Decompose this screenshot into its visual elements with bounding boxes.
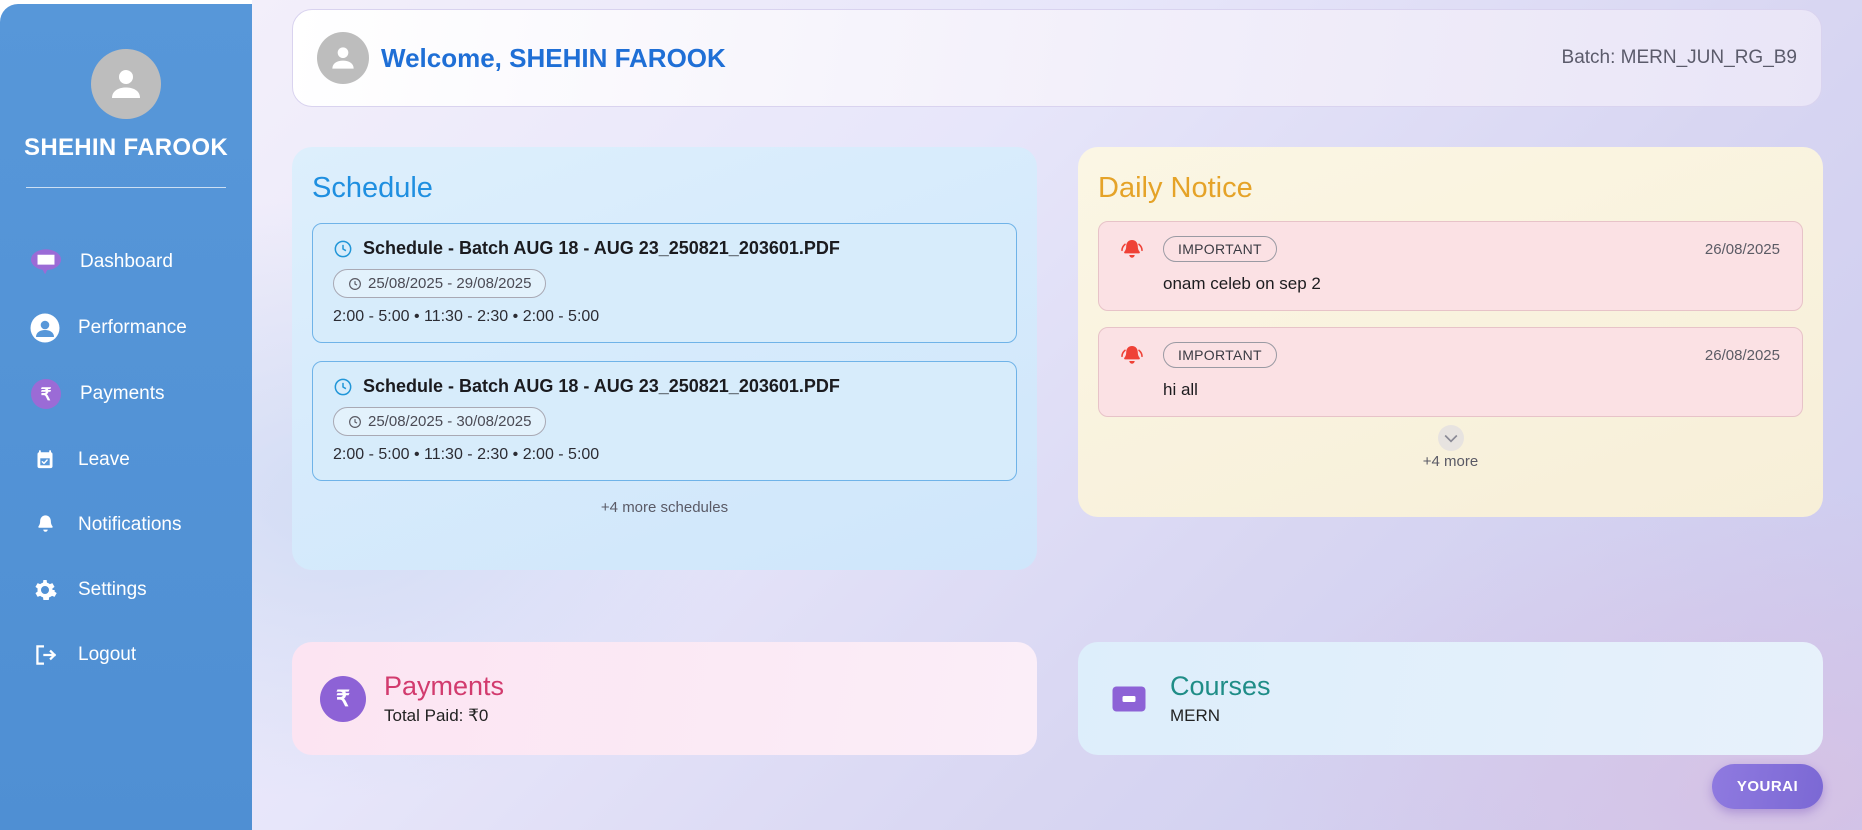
svg-text:₹: ₹ (41, 385, 52, 404)
